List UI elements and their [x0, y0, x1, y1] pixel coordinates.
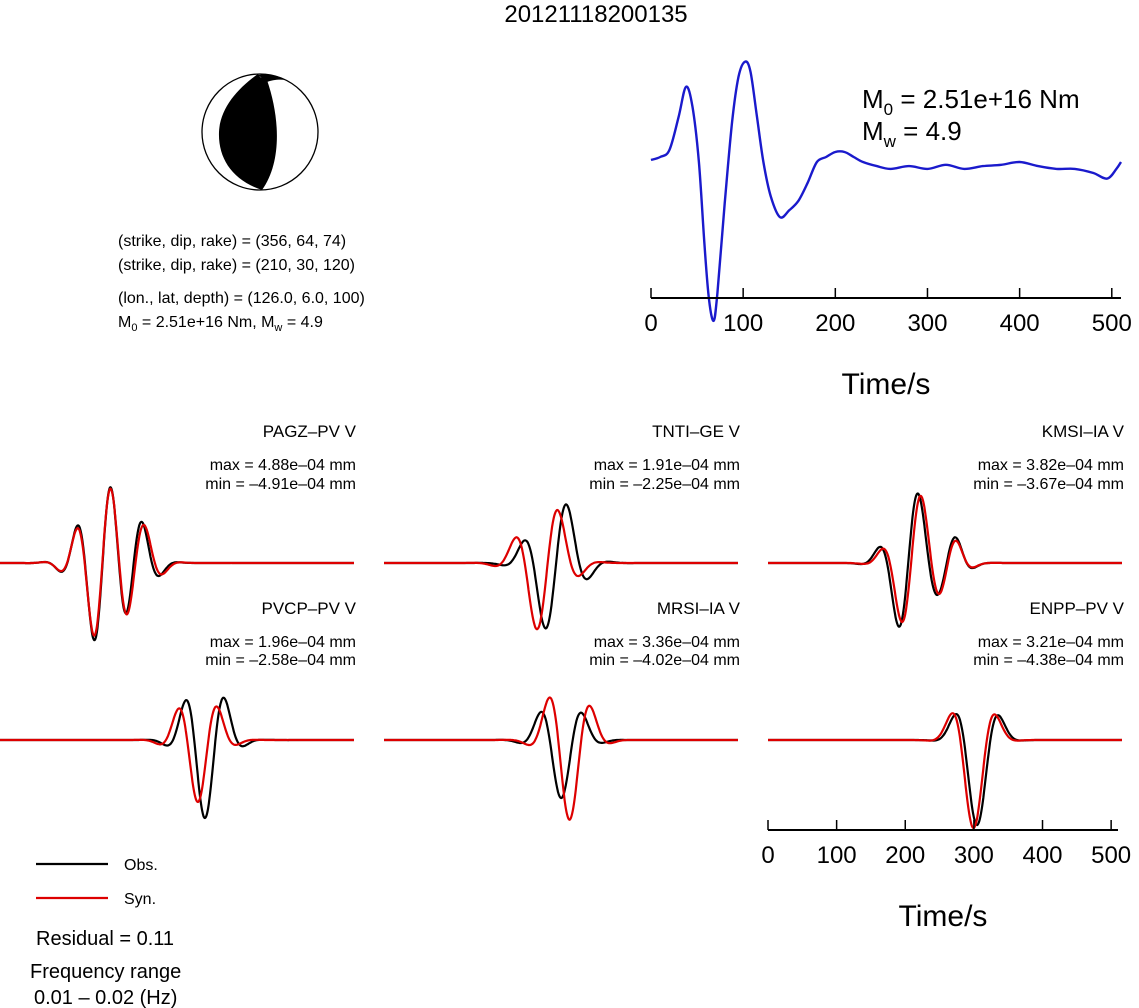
station-label: PVCP–PV V [262, 599, 357, 618]
stf-line [650, 60, 1123, 323]
focal-line-4: M0 = 2.51e+16 Nm, Mw = 4.9 [118, 314, 323, 334]
station-max: max = 4.88e–04 mm [210, 457, 356, 474]
station-max: max = 3.36e–04 mm [594, 634, 740, 651]
wave-tick-label-300: 300 [954, 842, 994, 869]
figure-title: 20121118200135 [504, 1, 687, 28]
synthetic-trace [767, 494, 1122, 624]
wave-tick-label-0: 0 [761, 842, 774, 869]
stf-tick-label-100: 100 [723, 310, 763, 337]
focal-line-1: (strike, dip, rake) = (356, 64, 74) [118, 233, 346, 250]
source-time-function-plot [650, 60, 1123, 323]
station-panel-2: KMSI–IA V max = 3.82e–04 mm min = –3.67e–0… [767, 422, 1125, 628]
observed-trace [383, 710, 738, 800]
station-label: ENPP–PV V [1030, 599, 1125, 618]
observed-trace [767, 712, 1122, 827]
synthetic-trace [383, 508, 738, 631]
wave-tick-label-200: 200 [885, 842, 925, 869]
synthetic-trace [0, 487, 354, 637]
legend-obs-label: Obs. [124, 857, 158, 874]
station-label: MRSI–IA V [657, 599, 741, 618]
station-panel-1: TNTI–GE V max = 1.91e–04 mm min = –2.25e–0… [383, 422, 741, 631]
station-panel-0: PAGZ–PV V max = 4.88e–04 mm min = –4.91e–0… [0, 422, 357, 642]
wave-tick-label-100: 100 [817, 842, 857, 869]
station-min: min = –2.25e–04 mm [589, 476, 740, 493]
station-label: TNTI–GE V [652, 422, 741, 441]
focal-info: (strike, dip, rake) = (356, 64, 74) (str… [118, 233, 365, 334]
station-min: min = –4.91e–04 mm [205, 476, 356, 493]
wave-tick-label-500: 500 [1091, 842, 1131, 869]
station-min: min = –3.67e–04 mm [973, 476, 1124, 493]
stf-tick-label-0: 0 [644, 310, 657, 337]
station-min: min = –4.02e–04 mm [589, 652, 740, 669]
station-max: max = 1.91e–04 mm [594, 457, 740, 474]
stf-xlabel: Time/s [842, 368, 931, 401]
stf-moment-labels: M0 = 2.51e+16 Nm Mw = 4.9 [862, 84, 1080, 151]
waveform-time-axis: 0 100 200 300 400 500 Time/s [761, 820, 1131, 933]
station-min: min = –4.38e–04 mm [973, 652, 1124, 669]
stf-tick-label-500: 500 [1092, 310, 1132, 337]
wave-tick-label-400: 400 [1022, 842, 1062, 869]
legend: Obs. Syn. [36, 857, 158, 908]
observed-trace [0, 696, 354, 820]
station-label: PAGZ–PV V [263, 422, 357, 441]
station-max: max = 3.82e–04 mm [978, 457, 1124, 474]
waveform-panels: PAGZ–PV V max = 4.88e–04 mm min = –4.91e–0… [0, 422, 1125, 830]
station-max: max = 1.96e–04 mm [210, 634, 356, 651]
wave-xlabel: Time/s [899, 900, 988, 933]
station-max: max = 3.21e–04 mm [978, 634, 1124, 651]
stf-time-axis: 0 100 200 300 400 500 Time/s [644, 288, 1132, 401]
station-label: KMSI–IA V [1042, 422, 1125, 441]
station-min: min = –2.58e–04 mm [205, 652, 356, 669]
focal-line-3: (lon., lat, depth) = (126.0, 6.0, 100) [118, 290, 365, 307]
focal-line-2: (strike, dip, rake) = (210, 30, 120) [118, 257, 355, 274]
synthetic-trace [383, 696, 738, 821]
synthetic-trace [767, 712, 1122, 830]
beachball [201, 73, 319, 191]
stf-tick-label-200: 200 [815, 310, 855, 337]
synthetic-trace [0, 705, 354, 804]
stf-tick-label-400: 400 [1000, 310, 1040, 337]
stf-m0-label: M0 = 2.51e+16 Nm [862, 84, 1080, 119]
residual-text: Residual = 0.11 [36, 928, 174, 950]
stf-mw-label: Mw = 4.9 [862, 116, 962, 151]
frequency-range-label: Frequency range [30, 961, 181, 983]
legend-syn-label: Syn. [124, 891, 156, 908]
stf-tick-label-300: 300 [907, 310, 947, 337]
frequency-range-value: 0.01 – 0.02 (Hz) [34, 987, 177, 1008]
